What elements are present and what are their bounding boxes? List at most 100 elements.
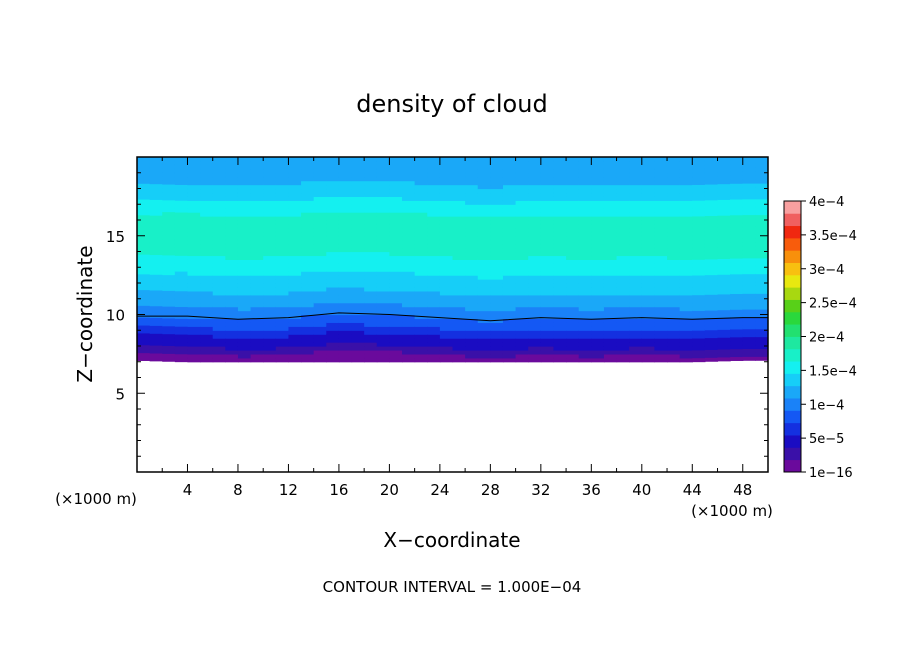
density-cell <box>250 357 264 363</box>
density-cell <box>162 227 176 232</box>
density-cell <box>465 235 479 241</box>
density-cell <box>288 212 302 217</box>
density-cell <box>376 357 390 363</box>
density-cell <box>502 192 517 197</box>
density-cell <box>755 202 768 208</box>
density-cell <box>326 220 340 225</box>
density-cell <box>477 251 491 257</box>
density-cell <box>730 163 744 169</box>
density-cell <box>313 263 327 268</box>
density-cell <box>742 328 756 334</box>
density-cell <box>326 357 340 363</box>
density-cell <box>641 212 656 217</box>
density-cell <box>149 159 163 165</box>
density-cell <box>502 227 517 233</box>
density-cell <box>174 235 189 241</box>
density-cell <box>692 200 706 205</box>
density-cell <box>137 317 151 322</box>
density-cell <box>452 243 466 249</box>
density-cell <box>162 321 176 327</box>
density-cell <box>288 275 302 280</box>
density-cell <box>338 314 353 320</box>
density-cell <box>591 298 605 304</box>
density-cell <box>490 172 504 178</box>
density-cell <box>149 262 163 267</box>
density-cell <box>490 302 504 308</box>
density-cell <box>301 188 315 194</box>
density-cell <box>225 176 239 182</box>
density-cell <box>288 322 302 327</box>
density-cell <box>742 249 756 255</box>
density-cell <box>704 290 719 295</box>
density-cell <box>137 202 151 208</box>
density-cell <box>515 294 529 300</box>
density-cell <box>591 208 605 213</box>
density-cell <box>679 346 693 351</box>
density-cell <box>742 186 756 192</box>
density-cell <box>730 305 744 310</box>
density-cell <box>704 270 719 276</box>
density-cell <box>641 349 656 355</box>
density-cell <box>578 208 592 213</box>
density-cell <box>465 200 479 205</box>
density-cell <box>200 243 214 249</box>
density-cell <box>326 275 340 280</box>
density-cell <box>225 259 239 264</box>
density-cell <box>376 157 390 162</box>
density-cell <box>301 283 315 288</box>
density-cell <box>237 338 252 343</box>
density-cell <box>427 168 441 174</box>
density-cell <box>376 322 390 327</box>
density-cell <box>704 306 719 311</box>
density-cell <box>275 223 290 229</box>
density-cell <box>237 334 252 339</box>
density-cell <box>641 157 656 162</box>
density-cell <box>616 231 630 237</box>
density-cell <box>162 211 176 217</box>
density-cell <box>717 285 731 291</box>
density-cell <box>540 342 555 347</box>
density-cell <box>237 204 252 209</box>
density-cell <box>704 302 719 307</box>
density-cell <box>490 322 504 327</box>
density-cell <box>616 314 630 320</box>
density-cell <box>502 212 517 217</box>
density-cell <box>402 349 416 355</box>
density-cell <box>616 342 630 347</box>
density-cell <box>540 208 555 213</box>
density-cell <box>301 208 315 213</box>
colorbar-swatch <box>784 250 801 263</box>
density-cell <box>692 263 706 268</box>
density-cell <box>629 357 643 363</box>
density-cell <box>742 230 756 235</box>
density-cell <box>338 184 353 190</box>
density-cell <box>439 196 454 201</box>
density-cell <box>414 271 428 276</box>
density-cell <box>237 286 252 292</box>
density-cell <box>717 317 731 322</box>
density-cell <box>742 273 756 279</box>
density-cell <box>679 342 693 347</box>
density-cell <box>629 338 643 343</box>
density-cell <box>376 192 390 197</box>
density-cell <box>553 334 567 339</box>
density-cell <box>742 352 756 357</box>
density-cell <box>641 326 656 331</box>
density-cell <box>603 298 618 304</box>
density-cell <box>465 157 479 162</box>
density-cell <box>566 208 580 213</box>
density-cell <box>149 195 163 200</box>
density-cell <box>477 326 491 331</box>
density-cell <box>654 330 668 335</box>
density-cell <box>402 279 416 284</box>
density-cell <box>755 340 768 346</box>
density-cell <box>704 266 719 272</box>
density-cell <box>616 239 630 245</box>
density-cell <box>162 333 176 339</box>
density-cell <box>704 345 719 350</box>
density-cell <box>603 223 618 229</box>
density-cell <box>730 317 744 322</box>
density-cell <box>502 263 517 268</box>
density-cell <box>578 275 592 280</box>
density-cell <box>679 353 693 359</box>
